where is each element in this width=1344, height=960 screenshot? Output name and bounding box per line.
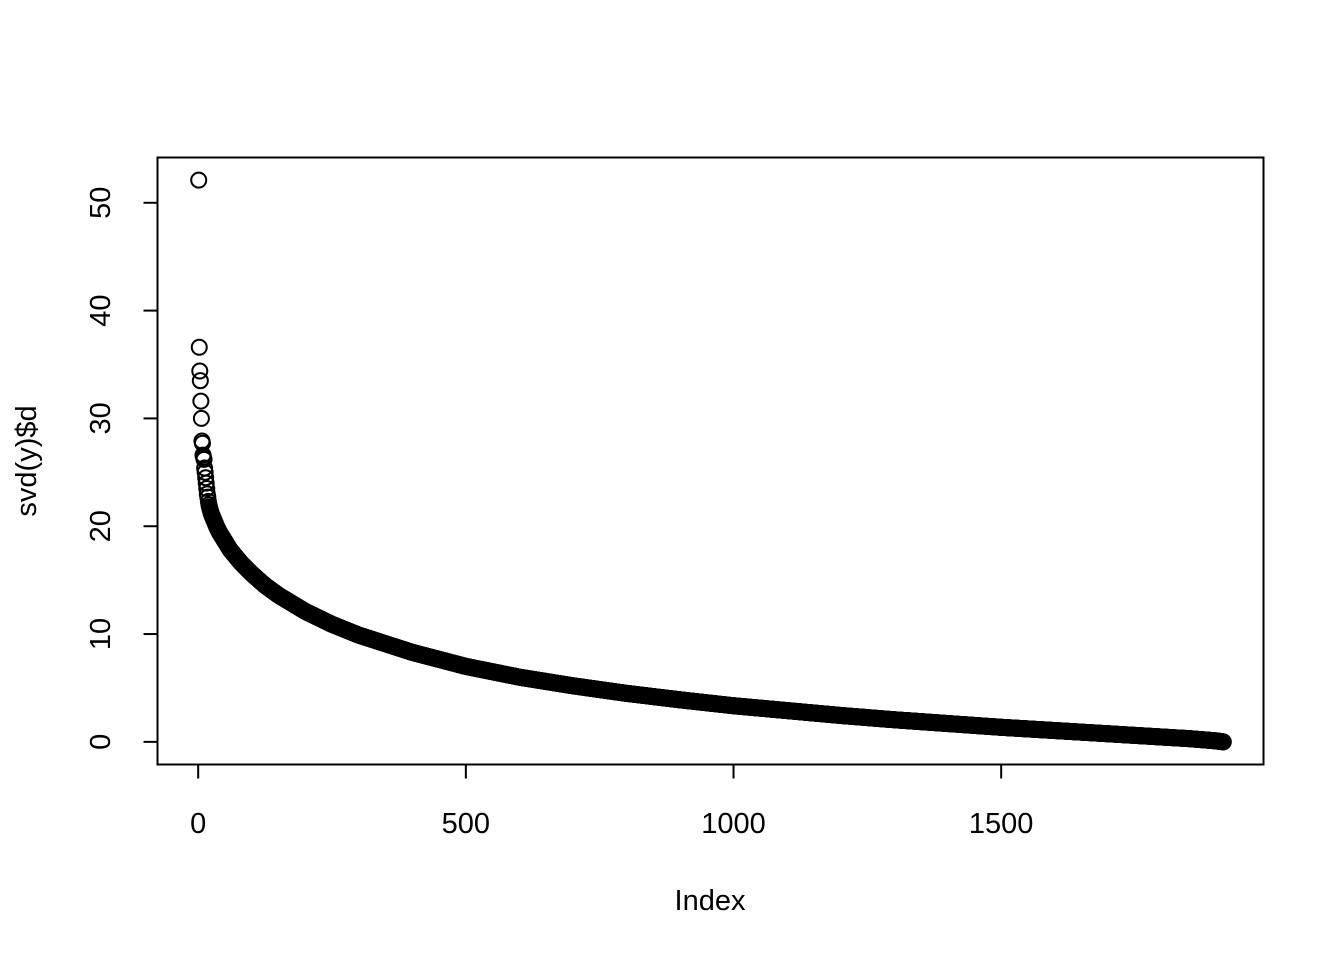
plot-frame xyxy=(156,156,1265,766)
data-point xyxy=(1214,733,1232,751)
y-axis: 0 10 20 30 40 50 xyxy=(85,187,159,750)
y-tick-label: 50 xyxy=(85,187,117,219)
data-point xyxy=(198,479,216,497)
data-point xyxy=(190,171,208,189)
x-axis: 0 500 1000 1500 xyxy=(190,763,1034,840)
data-point xyxy=(191,362,209,380)
y-tick-label: 0 xyxy=(85,734,117,750)
data-points xyxy=(190,171,1232,751)
data-point xyxy=(195,450,213,468)
data-point xyxy=(192,392,210,410)
x-tick-label: 500 xyxy=(442,808,490,840)
x-tick-label: 1000 xyxy=(701,808,766,840)
x-tick-label: 1500 xyxy=(969,808,1034,840)
data-point xyxy=(192,409,210,427)
y-axis-label: svd(y)$d xyxy=(11,405,43,516)
y-tick-label: 40 xyxy=(85,294,117,326)
x-axis-label: Index xyxy=(675,885,746,917)
y-tick-label: 20 xyxy=(85,510,117,542)
data-point xyxy=(196,463,214,481)
data-point xyxy=(190,338,208,356)
data-point xyxy=(197,469,215,487)
y-tick-label: 10 xyxy=(85,618,117,650)
y-tick-label: 30 xyxy=(85,402,117,434)
data-point xyxy=(191,372,209,390)
x-tick-label: 0 xyxy=(190,808,206,840)
